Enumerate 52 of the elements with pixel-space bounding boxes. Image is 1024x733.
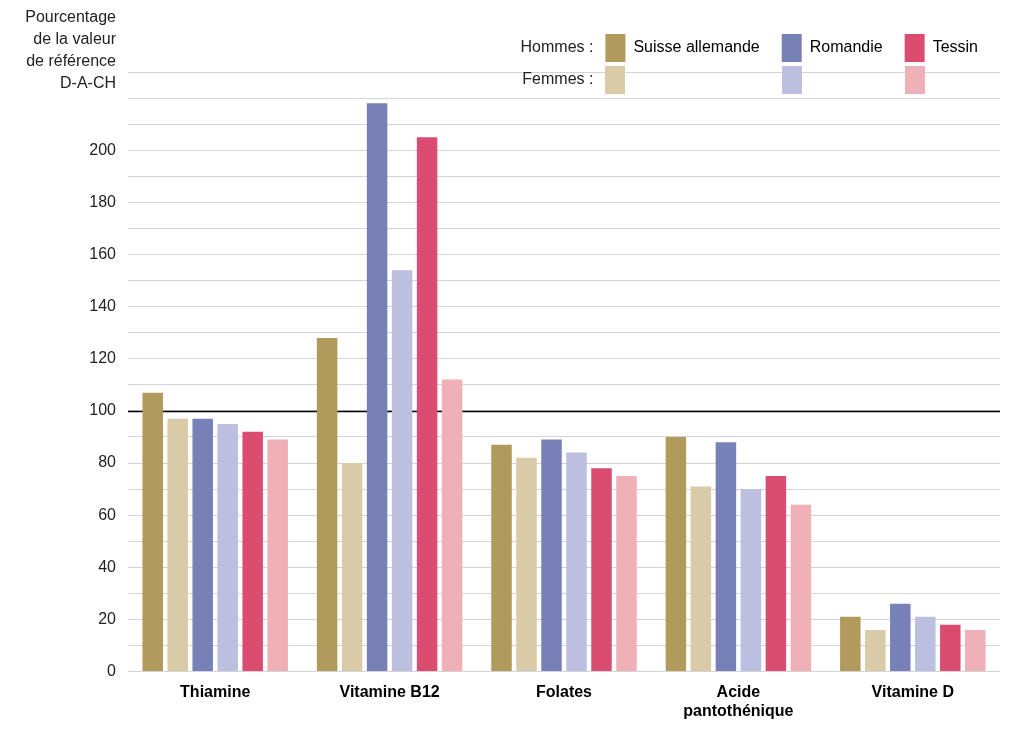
y-tick-label: 0	[107, 662, 117, 680]
bar	[591, 468, 612, 672]
y-tick-label: 80	[98, 453, 117, 471]
y-tick-label: 200	[89, 140, 117, 158]
y-tick-label: 160	[89, 244, 117, 262]
legend-label: Romandie	[809, 38, 883, 56]
bar	[491, 444, 512, 672]
bar	[740, 489, 762, 672]
y-tick-label: 60	[98, 505, 117, 523]
y-axis-title: Pourcentage de la valeur de référence D-A-CH	[25, 8, 117, 92]
bar	[765, 476, 787, 672]
y-tick-label: 40	[98, 557, 117, 575]
y-tick-label: 180	[89, 192, 117, 210]
legend-label: Tessin	[932, 38, 979, 56]
bar	[441, 379, 463, 672]
y-tick-label: 140	[89, 297, 117, 315]
bar	[341, 463, 363, 672]
bar	[142, 392, 163, 672]
x-tick-label: Acide pantothénique	[683, 682, 794, 719]
y-tick-label: 120	[89, 349, 117, 367]
bar	[566, 452, 587, 672]
bar	[217, 423, 238, 672]
bar	[192, 418, 213, 672]
text: Hommes :	[520, 38, 594, 56]
bar	[316, 337, 338, 672]
x-tick-label: Vitamine D	[871, 682, 954, 700]
bar	[616, 476, 637, 672]
y-tick-label: 100	[89, 401, 117, 419]
bar	[366, 103, 388, 672]
bar	[715, 442, 737, 672]
y-tick-label: 20	[98, 609, 117, 627]
x-tick-label: Folates	[535, 682, 593, 700]
bar	[965, 629, 986, 672]
bar	[541, 439, 562, 672]
bar	[665, 436, 687, 672]
bar	[840, 616, 861, 672]
bar	[391, 270, 413, 672]
x-tick-label: Thiamine	[180, 682, 251, 700]
bar	[940, 624, 961, 672]
bar	[890, 603, 911, 672]
x-tick-label: Vitamine B12	[339, 682, 440, 700]
bar	[865, 629, 886, 672]
bar	[242, 431, 263, 672]
bar	[167, 418, 188, 672]
bar	[790, 504, 812, 672]
annotation: Femmes :	[522, 70, 594, 88]
bar	[516, 457, 537, 672]
bar	[267, 439, 288, 672]
bar	[416, 137, 438, 672]
bar	[915, 616, 936, 672]
legend-label: Suisse allemande	[633, 38, 760, 56]
bar	[690, 486, 712, 672]
